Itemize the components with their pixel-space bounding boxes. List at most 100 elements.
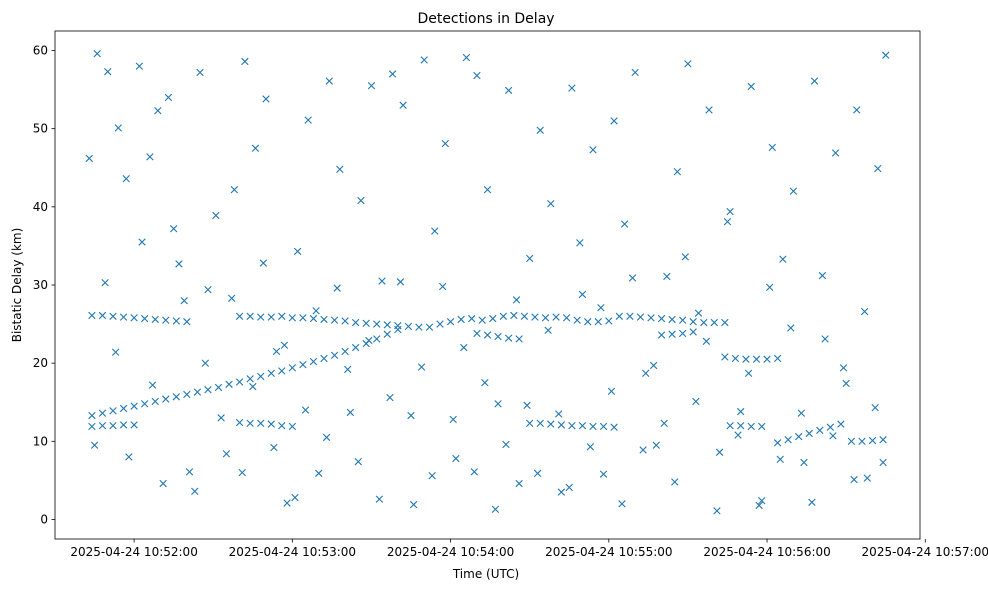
detection-point <box>744 369 753 378</box>
detection-point <box>109 312 117 320</box>
detection-point <box>578 421 587 430</box>
detection-point <box>262 95 270 103</box>
detection-point <box>710 318 718 327</box>
detection-point <box>702 337 711 345</box>
detection-point <box>172 317 180 325</box>
detection-point <box>191 487 199 496</box>
detection-point <box>378 277 386 285</box>
detection-point <box>230 185 239 194</box>
detection-point <box>183 318 191 326</box>
detection-point <box>818 271 827 280</box>
detection-point <box>555 410 563 418</box>
detection-point <box>388 70 397 78</box>
detection-point <box>88 422 96 431</box>
detection-point <box>736 407 745 416</box>
detection-point <box>504 334 513 342</box>
detection-point <box>773 439 782 447</box>
detection-point <box>473 329 481 338</box>
detection-point <box>367 82 376 90</box>
detection-point <box>309 314 318 323</box>
detection-point <box>615 312 624 320</box>
detection-point <box>351 343 360 352</box>
detection-point <box>723 218 732 226</box>
detection-point <box>214 383 223 392</box>
detection-point <box>383 330 391 338</box>
detection-point <box>375 495 384 503</box>
detection-point <box>125 453 133 461</box>
x-axis-label: Time (UTC) <box>452 567 519 581</box>
detection-point <box>325 77 333 85</box>
detection-point <box>119 421 128 429</box>
detection-point <box>747 82 755 91</box>
detection-point <box>288 422 297 431</box>
detection-point <box>610 117 618 125</box>
detection-point <box>626 312 634 320</box>
detection-point <box>425 323 434 331</box>
detection-point <box>288 364 297 372</box>
detection-point <box>104 67 112 76</box>
y-tick-label: 60 <box>33 44 48 58</box>
detection-point <box>536 419 544 428</box>
detection-point <box>755 501 763 510</box>
detection-point <box>301 406 310 414</box>
detection-point <box>829 432 837 440</box>
detection-point <box>299 361 307 369</box>
detection-point <box>731 354 740 363</box>
detection-point <box>776 455 784 463</box>
detection-point <box>204 286 212 294</box>
y-tick-label: 50 <box>33 122 48 136</box>
detection-point <box>668 330 676 338</box>
y-tick-label: 30 <box>33 278 48 292</box>
detection-point <box>111 348 120 356</box>
x-tick-label: 2025-04-24 10:54:00 <box>387 545 514 559</box>
detection-point <box>312 307 320 315</box>
detection-point <box>399 101 407 109</box>
detection-point <box>278 312 286 320</box>
detection-markers <box>85 49 890 515</box>
detection-point <box>747 422 755 431</box>
detection-point <box>88 311 96 320</box>
detection-point <box>140 314 149 323</box>
detection-point <box>267 313 275 321</box>
detection-point <box>568 421 576 430</box>
detection-point <box>678 329 687 338</box>
detection-point <box>726 207 734 216</box>
series-group <box>473 328 697 343</box>
detection-point <box>721 353 729 361</box>
detection-point <box>526 254 534 263</box>
detection-point <box>409 500 418 509</box>
detection-point <box>283 499 291 507</box>
detection-point <box>299 314 307 322</box>
x-axis: 2025-04-24 10:52:00 2025-04-24 10:53:00 20… <box>70 539 988 559</box>
detection-point <box>520 312 529 320</box>
detection-point <box>584 318 592 326</box>
detection-point <box>494 400 502 408</box>
detection-point <box>457 315 465 324</box>
detection-point <box>879 436 887 444</box>
detection-point <box>462 53 471 62</box>
detection-point <box>341 347 349 356</box>
detection-point <box>800 458 808 467</box>
detection-point <box>407 411 415 420</box>
detection-point <box>868 436 877 445</box>
detection-point <box>241 57 249 66</box>
detection-point <box>523 401 531 410</box>
detection-point <box>304 116 312 124</box>
detection-point <box>562 314 571 322</box>
detection-point <box>320 315 328 324</box>
detection-point <box>225 380 233 388</box>
y-axis-label: Bistatic Delay (km) <box>10 228 24 343</box>
detection-point <box>148 381 157 389</box>
detection-point <box>288 314 297 322</box>
detection-point <box>536 126 544 134</box>
detection-point <box>721 318 729 327</box>
detection-point <box>502 440 510 449</box>
detection-point <box>151 315 159 324</box>
detection-point <box>512 296 521 304</box>
detection-point <box>547 200 555 208</box>
detection-point <box>808 498 816 506</box>
series-group <box>88 311 729 331</box>
detection-point <box>114 124 122 132</box>
detection-point <box>618 500 626 508</box>
